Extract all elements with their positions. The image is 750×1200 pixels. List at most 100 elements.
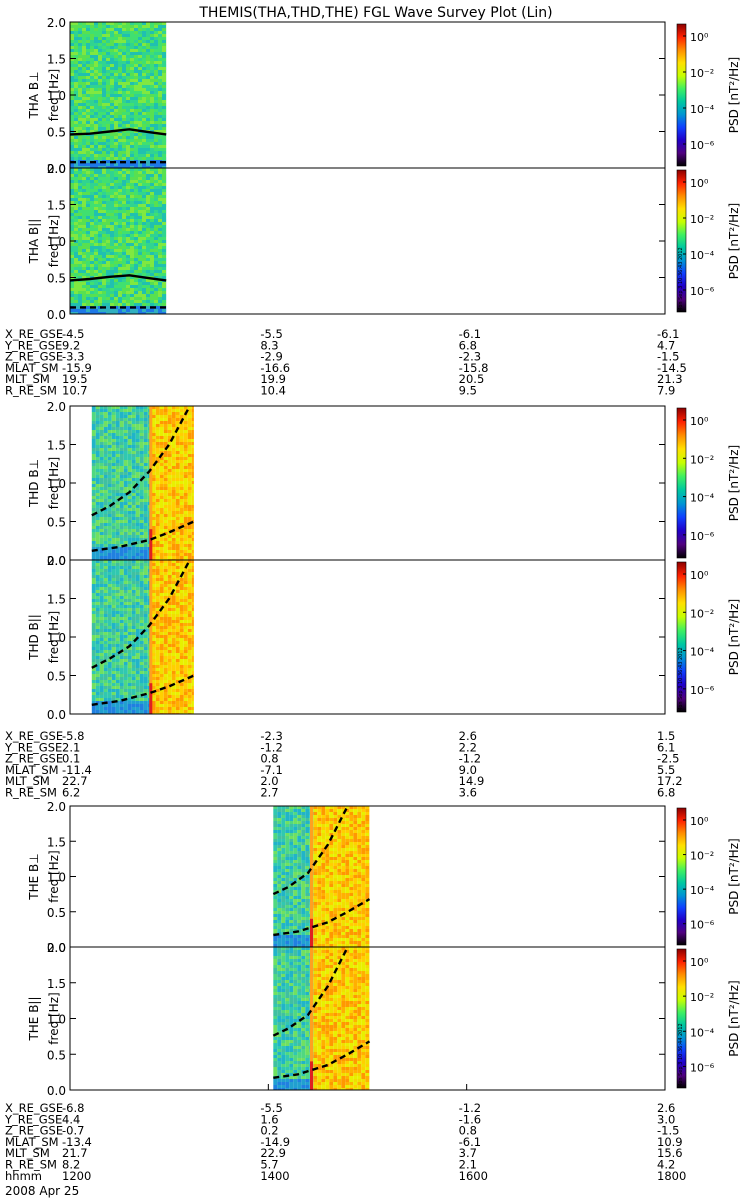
colorbar-tick-label: 10⁰ xyxy=(690,177,709,190)
colorbar-tick-label: 10⁻² xyxy=(690,607,714,620)
ephemeris-value: -2.9 xyxy=(260,350,282,364)
ephemeris-value: 1800 xyxy=(657,1169,686,1183)
ephemeris-value: -11.4 xyxy=(62,763,92,777)
ephemeris-value: 10.7 xyxy=(62,384,88,398)
ephemeris-value: 19.9 xyxy=(260,372,286,386)
ephemeris-value: -6.1 xyxy=(657,327,679,341)
ephemeris-value: -5.5 xyxy=(260,1101,282,1115)
ephemeris-value: 2.6 xyxy=(459,729,477,743)
probe-label: THE B|| xyxy=(27,996,41,1041)
colorbar xyxy=(676,807,687,946)
ephemeris-value: -6.1 xyxy=(459,327,481,341)
y-tick-label: 1.0 xyxy=(47,631,66,645)
ephemeris-value: -1.5 xyxy=(657,1124,679,1138)
y-tick-label: 2.0 xyxy=(47,162,66,176)
colorbar xyxy=(676,948,687,1089)
ephemeris-value: -6.1 xyxy=(459,1135,481,1149)
spectrogram-tha xyxy=(70,168,167,314)
ephemeris-value: -1.2 xyxy=(459,1101,481,1115)
ephemeris-value: 3.7 xyxy=(459,1146,477,1160)
colorbar-tick-label: 10⁻⁶ xyxy=(690,919,715,932)
colorbar-tick-label: 10⁰ xyxy=(690,415,709,428)
colorbar-tick-label: 10⁻⁶ xyxy=(690,139,715,152)
ephemeris-value: 5.7 xyxy=(260,1158,278,1172)
y-tick-label: 1.0 xyxy=(47,89,66,103)
ephemeris-row-name: X_RE_GSE xyxy=(5,729,63,743)
ephemeris-value: 0.8 xyxy=(260,752,278,766)
colorbar xyxy=(676,407,687,559)
ephemeris-value: -5.5 xyxy=(260,327,282,341)
ephemeris-value: -7.1 xyxy=(260,763,282,777)
ephemeris-value: 21.3 xyxy=(657,372,683,386)
ephemeris-value: 9.5 xyxy=(459,384,477,398)
spike-peak-thd xyxy=(149,683,153,714)
ephemeris-value: 22.9 xyxy=(260,1146,286,1160)
spike-thd xyxy=(149,406,153,560)
colorbar-label: PSD [nT²/Hz] xyxy=(727,980,741,1056)
ephemeris-row-name: R_RE_SM xyxy=(5,384,57,398)
ephemeris-value: 1600 xyxy=(459,1169,488,1183)
ephemeris-row-name: Z_RE_GSE xyxy=(5,350,63,364)
y-tick-label: 1.5 xyxy=(47,593,66,607)
y-axis-label: freq [Hz] xyxy=(47,611,61,663)
ephemeris-value: -4.5 xyxy=(62,327,84,341)
colorbar-tick-label: 10⁻⁶ xyxy=(690,684,715,697)
ephemeris-value: 10.4 xyxy=(260,384,286,398)
ephemeris-value: 15.6 xyxy=(657,1146,683,1160)
y-tick-label: 0.0 xyxy=(47,708,66,722)
colorbar-tick-label: 10⁻⁴ xyxy=(690,103,715,116)
ephemeris-value: 9.0 xyxy=(459,763,477,777)
ephemeris-value: -5.8 xyxy=(62,729,84,743)
ephemeris-value: -2.3 xyxy=(260,729,282,743)
panel-thd-bperp: 0.0 0.5 1.0 1.5 2.0 freq [Hz] THD B⊥ 10⁰ 10⁻² 10⁻… xyxy=(27,400,741,568)
ephemeris-row-name: Y_RE_GSE xyxy=(4,338,62,352)
ephemeris-value: 4.2 xyxy=(657,1158,675,1172)
y-axis-label: freq [Hz] xyxy=(47,992,61,1044)
ephemeris-value: 19.5 xyxy=(62,372,88,386)
y-tick-label: 0.5 xyxy=(47,670,66,684)
timestamp-stamp: Mon Sep 3 10:36:44 2012 xyxy=(678,1023,684,1088)
spike-the xyxy=(310,806,313,947)
y-axis-label: freq [Hz] xyxy=(47,457,61,509)
ephemeris-value: -16.6 xyxy=(260,361,290,375)
colorbar-tick-label: 10⁻² xyxy=(690,213,714,226)
colorbar-label: PSD [nT²/Hz] xyxy=(727,599,741,675)
probe-label: THA B|| xyxy=(27,219,41,265)
spectrogram-panels: 0.0 0.5 1.0 1.5 2.0 freq [Hz] THA B⊥ 10⁰ 10⁻² 10⁻… xyxy=(27,16,741,1098)
ephemeris-value: 4.7 xyxy=(657,338,675,352)
y-axis-label: freq [Hz] xyxy=(47,69,61,121)
ephemeris-value: 1400 xyxy=(260,1169,289,1183)
ephemeris-value: -15.9 xyxy=(62,361,92,375)
colorbar-tick-label: 10⁻² xyxy=(690,67,714,80)
ephemeris-value: -15.8 xyxy=(459,361,489,375)
y-tick-label: 0.0 xyxy=(47,162,66,176)
ephemeris-thd: X_RE_GSE-5.8 -2.3 2.6 1.5Y_RE_GSE 2.1 -1.2 2.2… xyxy=(4,729,683,800)
colorbar-tick-label: 10⁻⁶ xyxy=(690,1061,715,1074)
ephemeris-value: -14.9 xyxy=(260,1135,290,1149)
ephemeris-value: 9.2 xyxy=(62,338,80,352)
ephemeris-row-name: MLT_SM xyxy=(5,372,50,386)
ephemeris-value: 17.2 xyxy=(657,774,683,788)
spectrogram-thd xyxy=(91,560,194,714)
colorbar-tick-label: 10⁰ xyxy=(690,956,709,969)
ephemeris-value: 21.7 xyxy=(62,1146,88,1160)
y-axis-label: freq [Hz] xyxy=(47,850,61,902)
ephemeris-row-name: R_RE_SM xyxy=(5,786,57,800)
ephemeris-tables: X_RE_GSE-4.5 -5.5 -6.1 -6.1Y_RE_GSE 9.2 8.3 6.… xyxy=(4,327,687,1183)
ephemeris-row-name: hhmm xyxy=(5,1169,42,1183)
ephemeris-value: -6.8 xyxy=(62,1101,84,1115)
probe-label: THE B⊥ xyxy=(27,853,41,900)
ephemeris-value: 6.1 xyxy=(657,740,675,754)
ephemeris-value: 2.0 xyxy=(260,774,278,788)
ephemeris-value: 6.2 xyxy=(62,786,80,800)
colorbar-label: PSD [nT²/Hz] xyxy=(727,838,741,914)
panel-tha-bpar: 0.0 0.5 1.0 1.5 2.0 freq [Hz] THA B|| 10⁰ 10⁻² 10… xyxy=(27,162,741,322)
ephemeris-row-name: MLAT_SM xyxy=(5,763,59,777)
ephemeris-row-name: MLAT_SM xyxy=(5,361,59,375)
ephemeris-value: -1.5 xyxy=(657,350,679,364)
ephemeris-value: 2.1 xyxy=(459,1158,477,1172)
colorbar-label: PSD [nT²/Hz] xyxy=(727,445,741,521)
panel-the-bperp: 0.0 0.5 1.0 1.5 2.0 freq [Hz] THE B⊥ 10⁰ 10⁻² 10⁻… xyxy=(27,800,741,955)
colorbar-tick-label: 10⁻⁴ xyxy=(690,884,715,897)
ephemeris-row-name: X_RE_GSE xyxy=(5,1101,63,1115)
